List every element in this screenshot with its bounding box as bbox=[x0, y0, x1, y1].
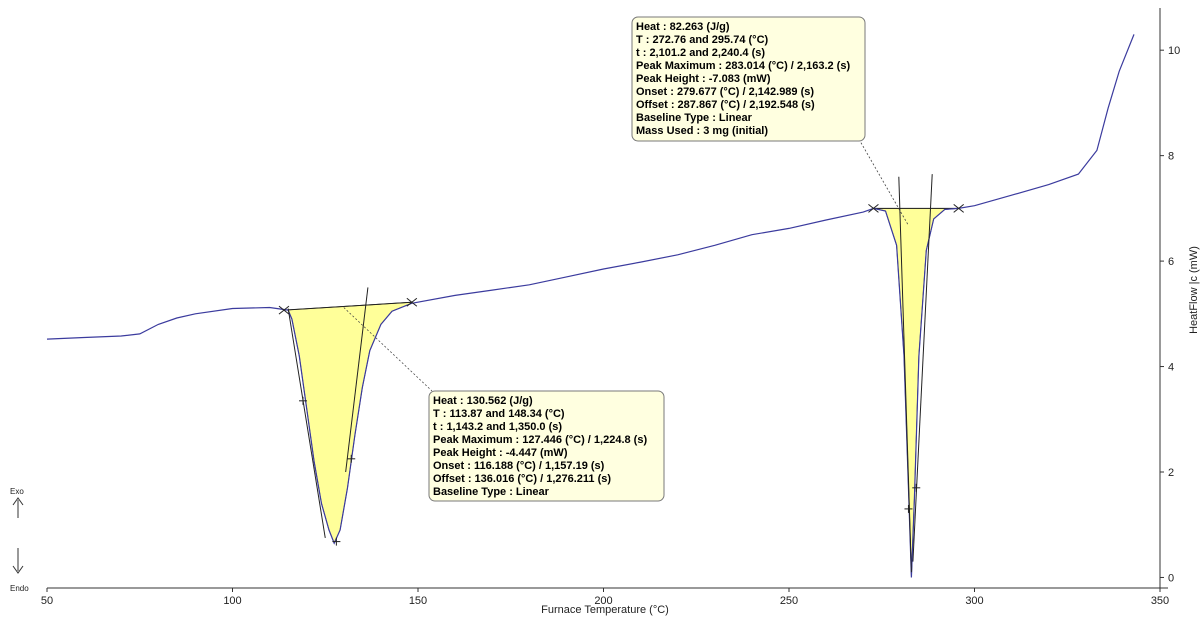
peak-2-offset: Offset : 287.867 (°C) / 2,192.548 (s) bbox=[636, 99, 815, 111]
exo-arrow-icon bbox=[12, 497, 24, 506]
peak-1-peak-maximum: Peak Maximum : 127.446 (°C) / 1,224.8 (s… bbox=[433, 434, 647, 446]
peak-tangent-lines bbox=[287, 174, 933, 573]
peak-annotation-boxes: Heat : 130.562 (J/g) T : 113.87 and 148.… bbox=[428, 16, 866, 502]
peak-2-time-range: t : 2,101.2 and 2,240.4 (s) bbox=[636, 47, 765, 59]
peak-2-onset: Onset : 279.677 (°C) / 2,142.989 (s) bbox=[636, 86, 814, 98]
peak-2-tangent-line bbox=[898, 176, 912, 573]
x-tick-label: 100 bbox=[223, 595, 241, 607]
peak-2-heat: Heat : 82.263 (J/g) bbox=[636, 21, 730, 33]
peak-1-time-range: t : 1,143.2 and 1,350.0 (s) bbox=[433, 421, 562, 433]
peak-marker-ticks bbox=[278, 203, 965, 546]
endo-arrow-icon bbox=[12, 565, 24, 574]
exo-endo-indicator: Exo Endo bbox=[10, 487, 29, 593]
peak-1-annotation-box bbox=[428, 390, 665, 502]
peak-1-start-marker bbox=[278, 305, 290, 315]
peak-1-heat: Heat : 130.562 (J/g) bbox=[433, 395, 533, 407]
y-axis-ticks: 0 2 4 6 8 10 bbox=[1160, 45, 1180, 584]
y-tick-label: 4 bbox=[1168, 362, 1174, 374]
y-tick-label: 0 bbox=[1168, 572, 1174, 584]
annotation-leader-lines bbox=[343, 140, 909, 392]
y-axis-title: HeatFlow |c (mW) bbox=[1188, 246, 1200, 334]
y-tick-label: 6 bbox=[1168, 256, 1174, 268]
x-tick-label: 200 bbox=[594, 595, 612, 607]
peak-2-tangent-line bbox=[912, 174, 933, 562]
peak-1-tangent-line bbox=[287, 308, 326, 538]
peak-1-end-marker bbox=[406, 297, 418, 307]
peak-2-peak-height: Peak Height : -7.083 (mW) bbox=[636, 73, 771, 85]
y-tick-label: 10 bbox=[1168, 45, 1180, 57]
x-tick-label: 150 bbox=[409, 595, 427, 607]
peak-1-baseline bbox=[283, 301, 412, 311]
peak-1-onset: Onset : 116.188 (°C) / 1,157.19 (s) bbox=[433, 460, 605, 472]
peak-1-offset: Offset : 136.016 (°C) / 1,276.211 (s) bbox=[433, 473, 611, 485]
y-tick-label: 8 bbox=[1168, 151, 1174, 163]
peak-2-peak-maximum: Peak Maximum : 283.014 (°C) / 2,163.2 (s… bbox=[636, 60, 850, 72]
x-tick-label: 250 bbox=[780, 595, 798, 607]
x-axis-ticks: 50 100 150 200 250 300 350 bbox=[41, 588, 1169, 607]
peak-2-start-marker bbox=[868, 203, 879, 213]
peak-2-annotation-box bbox=[631, 16, 866, 142]
x-tick-label: 350 bbox=[1151, 595, 1169, 607]
x-tick-label: 50 bbox=[41, 595, 53, 607]
peak-2-mass-used: Mass Used : 3 mg (initial) bbox=[636, 125, 768, 137]
peak-2-annotation: Heat : 82.263 (J/g) T : 272.76 and 295.7… bbox=[631, 16, 866, 142]
peak-1-baseline-type: Baseline Type : Linear bbox=[433, 486, 550, 498]
peak-1-annotation: Heat : 130.562 (J/g) T : 113.87 and 148.… bbox=[428, 390, 665, 502]
axes: 50 100 150 200 250 300 350 0 2 4 6 8 10 Furnace Tem… bbox=[41, 8, 1200, 616]
x-axis-title: Furnace Temperature (°C) bbox=[541, 604, 669, 616]
peak-2-baseline-type: Baseline Type : Linear bbox=[636, 112, 753, 124]
exo-label: Exo bbox=[10, 487, 24, 496]
peak-1-tangent-line bbox=[345, 287, 369, 473]
peak-1-temperature-range: T : 113.87 and 148.34 (°C) bbox=[433, 408, 565, 420]
x-tick-label: 300 bbox=[965, 595, 983, 607]
peak-1-leader-line bbox=[343, 307, 433, 392]
peak-1-peak-height: Peak Height : -4.447 (mW) bbox=[433, 447, 568, 459]
y-tick-label: 2 bbox=[1168, 467, 1174, 479]
peak-1-area-fill bbox=[283, 301, 413, 545]
peak-2-end-marker bbox=[953, 203, 965, 213]
peak-2-temperature-range: T : 272.76 and 295.74 (°C) bbox=[636, 34, 769, 46]
endo-label: Endo bbox=[10, 584, 29, 593]
peak-2-area-fill bbox=[873, 207, 959, 578]
